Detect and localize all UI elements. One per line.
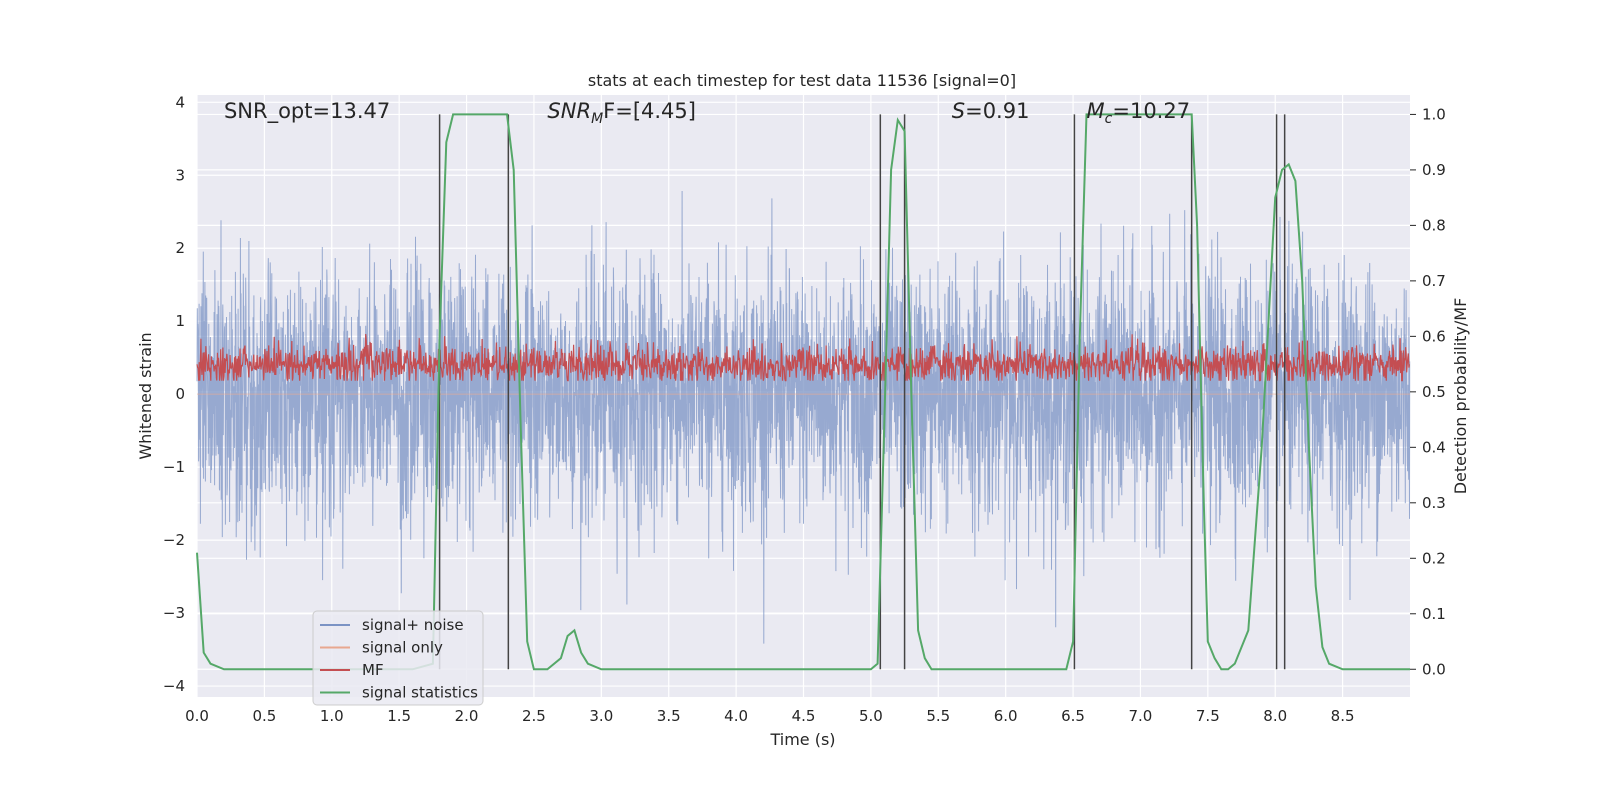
- legend-label-1: signal only: [362, 639, 443, 657]
- x-tick-label-3: 1.5: [387, 707, 411, 725]
- legend: signal+ noise signal only MF signal statist…: [312, 610, 484, 706]
- vertical-markers: [438, 114, 1286, 670]
- y-right-tick-label-9: 0.9: [1422, 161, 1446, 179]
- x-axis-ticks: 0.0 0.5 1.0 1.5 2.0 2.5 3.0 3.5 4.0 4.5 5.0 5.5 6.0 6…: [185, 707, 1354, 725]
- y-left-axis-label: Whitened strain: [136, 332, 155, 459]
- y-left-tick-label-1: −3: [163, 604, 185, 622]
- y-left-tick-label-8: 4: [175, 93, 185, 111]
- y-right-tick-label-2: 0.2: [1422, 549, 1446, 567]
- legend-label-2: MF: [362, 661, 384, 679]
- annotation-1: SNRMF=[4.45]: [547, 99, 696, 127]
- x-tick-label-12: 6.0: [994, 707, 1018, 725]
- annotation-2: S=0.91: [952, 99, 1030, 123]
- y-right-tick-label-1: 0.1: [1422, 605, 1446, 623]
- y-right-tick-label-10: 1.0: [1422, 105, 1446, 123]
- signal-statistics-line: [196, 113, 1410, 671]
- annotations: SNR_opt=13.47 SNRMF=[4.45] S=0.91 Mc=10.27: [224, 99, 1190, 127]
- legend-label-0: signal+ noise: [362, 616, 464, 634]
- series-signal-statistics: [196, 113, 1410, 671]
- x-tick-label-14: 7.0: [1129, 707, 1153, 725]
- x-tick-label-6: 3.0: [589, 707, 613, 725]
- legend-label-3: signal statistics: [362, 684, 478, 702]
- x-tick-label-13: 6.5: [1061, 707, 1085, 725]
- y-right-tick-label-5: 0.5: [1422, 383, 1446, 401]
- mf-line: [196, 333, 1410, 382]
- x-tick-label-4: 2.0: [455, 707, 479, 725]
- x-tick-label-0: 0.0: [185, 707, 209, 725]
- y-right-axis-label: Detection probability/MF: [1451, 298, 1470, 495]
- x-axis-label: Time (s): [769, 730, 835, 749]
- y-left-tick-label-6: 2: [175, 239, 185, 257]
- y-right-axis-ticks: 0.0 0.1 0.2 0.3 0.4 0.5 0.6 0.7 0.8 0.9 1.0: [1410, 105, 1446, 678]
- chart-title: stats at each timestep for test data 115…: [588, 71, 1016, 90]
- y-left-tick-label-0: −4: [163, 677, 185, 695]
- legend-box: [312, 610, 484, 706]
- y-right-tick-label-7: 0.7: [1422, 272, 1446, 290]
- series-mf: [196, 333, 1410, 382]
- y-left-axis-ticks: −4 −3 −2 −1 0 1 2 3 4: [163, 93, 185, 695]
- y-left-tick-label-7: 3: [175, 166, 185, 184]
- y-right-tick-label-0: 0.0: [1422, 660, 1446, 678]
- y-left-tick-label-3: −1: [163, 458, 185, 476]
- y-right-tick-label-3: 0.3: [1422, 494, 1446, 512]
- x-tick-label-5: 2.5: [522, 707, 546, 725]
- annotation-3: Mc=10.27: [1087, 99, 1191, 127]
- y-left-tick-label-2: −2: [163, 531, 185, 549]
- x-tick-label-11: 5.5: [926, 707, 950, 725]
- x-tick-label-7: 3.5: [657, 707, 681, 725]
- y-right-tick-label-8: 0.8: [1422, 216, 1446, 234]
- x-tick-label-9: 4.5: [792, 707, 816, 725]
- series-signal-noise: [196, 190, 1411, 644]
- y-right-tick-label-6: 0.6: [1422, 327, 1446, 345]
- signal-noise-line: [196, 190, 1411, 644]
- y-left-tick-label-5: 1: [175, 312, 185, 330]
- x-tick-label-2: 1.0: [320, 707, 344, 725]
- x-tick-label-16: 8.0: [1263, 707, 1287, 725]
- x-tick-label-8: 4.0: [724, 707, 748, 725]
- y-left-tick-label-4: 0: [175, 385, 185, 403]
- annotation-0: SNR_opt=13.47: [224, 99, 390, 124]
- x-tick-label-17: 8.5: [1331, 707, 1355, 725]
- x-tick-label-1: 0.5: [252, 707, 276, 725]
- x-tick-label-15: 7.5: [1196, 707, 1220, 725]
- y-right-tick-label-4: 0.4: [1422, 438, 1446, 456]
- x-tick-label-10: 5.0: [859, 707, 883, 725]
